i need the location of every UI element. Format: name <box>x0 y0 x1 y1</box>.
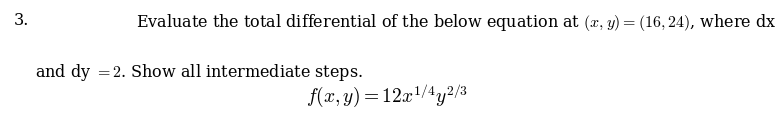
Text: $f(x, y) = 12x^{1/4}y^{2/3}$: $f(x, y) = 12x^{1/4}y^{2/3}$ <box>306 83 469 109</box>
Text: and dy $= 2$. Show all intermediate steps.: and dy $= 2$. Show all intermediate step… <box>35 62 363 83</box>
Text: 3.: 3. <box>14 12 29 29</box>
Text: Evaluate the total differential of the below equation at $(x, y) = (16, 24)$, wh: Evaluate the total differential of the b… <box>136 12 775 33</box>
